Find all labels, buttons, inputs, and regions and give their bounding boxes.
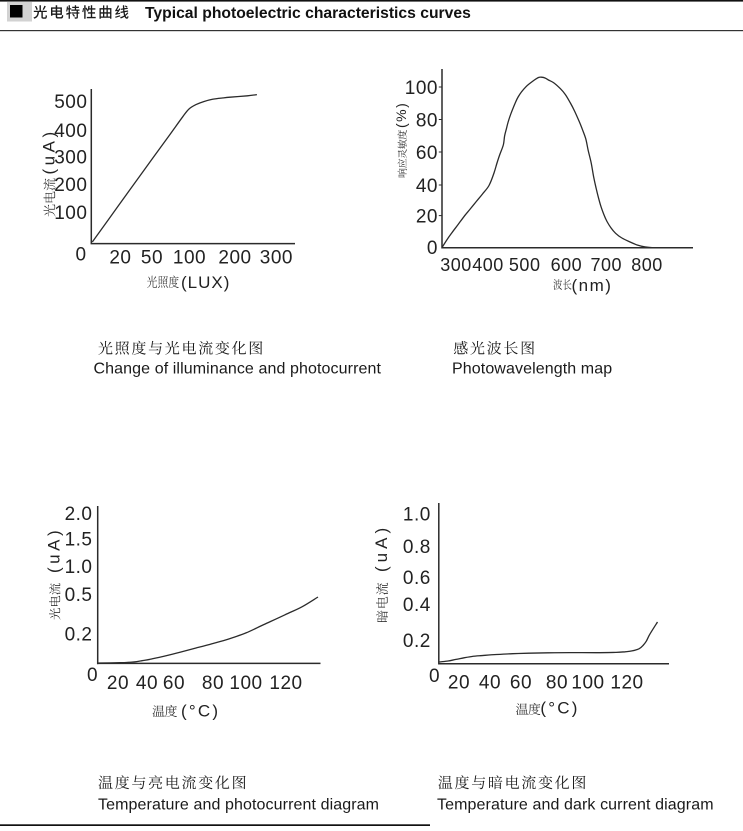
svg-text:200: 200 [54, 175, 87, 196]
svg-text:100: 100 [173, 248, 206, 269]
svg-text:Change of illuminance and phot: Change of illuminance and photocurrent [94, 361, 382, 378]
svg-text:1.0: 1.0 [403, 505, 431, 526]
svg-text:40: 40 [416, 176, 438, 197]
svg-text:400: 400 [54, 121, 87, 142]
svg-text:600: 600 [551, 255, 583, 275]
svg-text:50: 50 [141, 248, 163, 269]
svg-text:1.5: 1.5 [65, 530, 93, 551]
svg-text:0: 0 [75, 244, 86, 265]
svg-text:1.0: 1.0 [65, 557, 93, 578]
svg-text:80: 80 [546, 673, 568, 694]
svg-text:20: 20 [416, 207, 438, 228]
svg-text:700: 700 [591, 255, 623, 275]
svg-text:60: 60 [163, 673, 185, 694]
svg-text:60: 60 [416, 143, 438, 164]
svg-text:0.5: 0.5 [65, 585, 93, 606]
svg-text:Temperature and dark current d: Temperature and dark current diagram [437, 797, 714, 814]
svg-text:0.6: 0.6 [403, 568, 431, 589]
svg-text:120: 120 [269, 673, 302, 694]
svg-text:(%): (%) [393, 102, 409, 128]
svg-text:Photowavelength map: Photowavelength map [452, 361, 612, 378]
svg-text:20: 20 [448, 673, 470, 694]
svg-text:(uA): (uA) [45, 527, 64, 573]
svg-text:20: 20 [107, 673, 129, 694]
svg-text:0: 0 [427, 238, 438, 259]
svg-text:20: 20 [109, 248, 131, 269]
svg-text:500: 500 [54, 92, 87, 113]
svg-text:0: 0 [87, 665, 98, 686]
svg-text:Typical photoelectric characte: Typical photoelectric characteristics cu… [145, 5, 471, 22]
svg-text:400: 400 [472, 255, 504, 275]
svg-text:(°C): (°C) [181, 702, 220, 721]
svg-text:0: 0 [429, 666, 440, 687]
svg-text:300: 300 [54, 148, 87, 169]
svg-text:80: 80 [416, 111, 438, 132]
svg-text:100: 100 [54, 203, 87, 224]
svg-text:800: 800 [631, 255, 663, 275]
svg-text:80: 80 [202, 673, 224, 694]
svg-text:500: 500 [509, 255, 541, 275]
svg-text:(uA): (uA) [372, 524, 391, 572]
svg-text:60: 60 [510, 673, 532, 694]
svg-text:300: 300 [260, 248, 293, 269]
svg-text:(nm): (nm) [572, 276, 613, 295]
svg-text:(°C): (°C) [540, 699, 579, 718]
svg-text:40: 40 [479, 673, 501, 694]
svg-text:100: 100 [229, 673, 262, 694]
svg-text:(uA): (uA) [40, 128, 59, 174]
svg-text:120: 120 [610, 673, 643, 694]
svg-text:Temperature and photocurrent d: Temperature and photocurrent diagram [98, 797, 379, 814]
svg-text:40: 40 [136, 673, 158, 694]
svg-text:200: 200 [218, 248, 251, 269]
svg-text:2.0: 2.0 [65, 504, 93, 525]
svg-text:100: 100 [405, 78, 438, 99]
svg-text:100: 100 [571, 673, 604, 694]
svg-text:0.8: 0.8 [403, 537, 431, 558]
svg-text:0.2: 0.2 [65, 625, 93, 646]
svg-text:(LUX): (LUX) [181, 273, 230, 292]
svg-text:300: 300 [440, 255, 472, 275]
svg-text:0.4: 0.4 [403, 595, 431, 616]
svg-text:0.2: 0.2 [403, 631, 431, 652]
